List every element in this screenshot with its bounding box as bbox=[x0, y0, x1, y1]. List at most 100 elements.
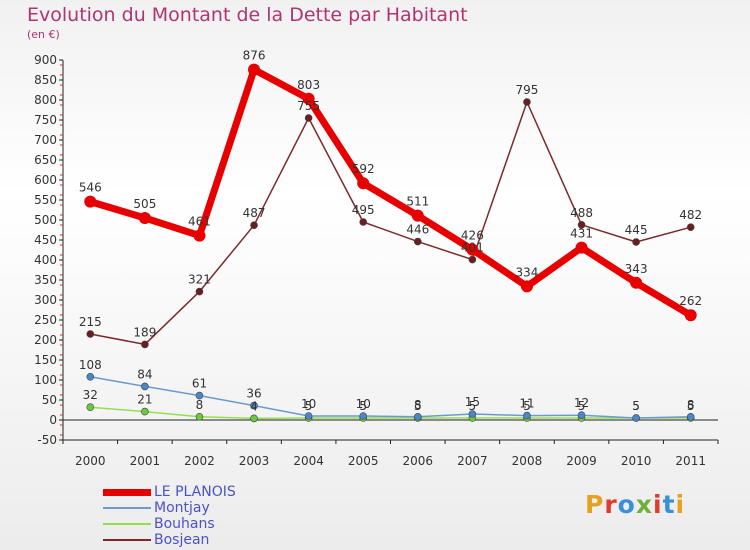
x-tick-label: 2001 bbox=[130, 454, 161, 468]
x-tick-label: 2009 bbox=[566, 454, 597, 468]
data-point bbox=[359, 412, 368, 420]
data-label: 5 bbox=[359, 399, 367, 413]
series-line-0 bbox=[86, 66, 695, 319]
data-label: 5 bbox=[578, 399, 586, 413]
y-tick-label: 200 bbox=[34, 333, 57, 347]
data-point bbox=[248, 63, 261, 76]
data-label: 21 bbox=[137, 393, 152, 407]
data-label: 5 bbox=[632, 399, 640, 413]
data-label: 876 bbox=[243, 49, 266, 63]
data-label: 495 bbox=[352, 203, 375, 217]
data-point bbox=[250, 414, 258, 423]
data-point bbox=[630, 276, 643, 289]
data-label: 8 bbox=[196, 398, 204, 412]
legend-label: Bouhans bbox=[154, 516, 215, 532]
legend-swatch bbox=[103, 507, 151, 509]
data-label: 446 bbox=[406, 223, 429, 237]
y-tick-label: 250 bbox=[34, 313, 57, 327]
data-label: 321 bbox=[188, 273, 211, 287]
series-line-3 bbox=[89, 101, 692, 346]
data-point bbox=[86, 403, 95, 412]
data-label: 505 bbox=[133, 197, 156, 211]
data-point bbox=[250, 401, 258, 410]
data-point bbox=[195, 287, 204, 296]
data-label: 592 bbox=[352, 162, 375, 176]
data-label: 755 bbox=[297, 99, 320, 113]
y-tick-label: 100 bbox=[34, 373, 57, 387]
logo-letter: r bbox=[604, 490, 618, 519]
chart-title: Evolution du Montant de la Dette par Hab… bbox=[27, 4, 468, 26]
logo-letter: i bbox=[653, 490, 663, 519]
data-label: 10 bbox=[356, 397, 371, 411]
data-label: 511 bbox=[406, 195, 429, 209]
data-label: 5 bbox=[523, 399, 531, 413]
y-tick-label: 350 bbox=[34, 273, 57, 287]
data-label: 334 bbox=[516, 265, 539, 279]
y-tick-label: 650 bbox=[34, 153, 57, 167]
data-point bbox=[86, 372, 95, 381]
data-label: 215 bbox=[79, 315, 102, 329]
x-tick-label: 2008 bbox=[512, 454, 543, 468]
legend-swatch bbox=[103, 488, 151, 496]
data-label: 487 bbox=[243, 206, 266, 220]
x-tick-label: 2007 bbox=[457, 454, 488, 468]
data-label: 84 bbox=[137, 367, 152, 381]
legend-item: LE PLANOIS bbox=[103, 484, 236, 500]
data-point bbox=[466, 243, 479, 256]
legend: LE PLANOIS Montjay Bouhans Bosjean bbox=[103, 484, 236, 548]
y-tick-label: 50 bbox=[42, 393, 57, 407]
data-label: 803 bbox=[297, 78, 320, 92]
logo-letter: t bbox=[662, 490, 676, 519]
data-label: 5 bbox=[632, 399, 640, 413]
y-tick-label: 300 bbox=[34, 293, 57, 307]
data-point bbox=[632, 414, 640, 422]
data-label: 401 bbox=[461, 241, 484, 255]
legend-swatch bbox=[103, 523, 151, 525]
legend-label: Bosjean bbox=[154, 532, 210, 548]
data-point bbox=[193, 229, 206, 242]
logo-letter: i bbox=[675, 490, 686, 519]
proxiti-logo: Proxiti bbox=[585, 490, 685, 519]
legend-item: Montjay bbox=[103, 500, 236, 516]
data-point bbox=[413, 412, 422, 421]
x-tick-label: 2006 bbox=[403, 454, 434, 468]
data-label: 5 bbox=[305, 399, 313, 413]
y-tick-label: 750 bbox=[34, 113, 57, 127]
data-label: 795 bbox=[516, 83, 539, 97]
data-label: 5 bbox=[414, 399, 422, 413]
x-tick-label: 2000 bbox=[75, 454, 106, 468]
y-tick-label: 150 bbox=[34, 353, 57, 367]
y-tick-label: -50 bbox=[37, 433, 57, 447]
legend-swatch bbox=[103, 539, 151, 541]
y-tick-label: 700 bbox=[34, 133, 57, 147]
series-line-2 bbox=[89, 406, 692, 420]
y-tick-label: 400 bbox=[34, 253, 57, 267]
data-label: 461 bbox=[188, 215, 211, 229]
y-tick-label: 450 bbox=[34, 233, 57, 247]
x-tick-label: 2004 bbox=[293, 454, 324, 468]
x-tick-label: 2005 bbox=[348, 454, 379, 468]
data-label: 189 bbox=[133, 325, 156, 339]
data-label: 482 bbox=[679, 208, 702, 222]
data-point bbox=[523, 411, 531, 420]
data-label: 5 bbox=[469, 399, 477, 413]
data-label: 445 bbox=[625, 223, 648, 237]
y-tick-label: 0 bbox=[49, 413, 57, 427]
y-tick-label: 550 bbox=[34, 193, 57, 207]
data-point bbox=[523, 98, 531, 106]
data-point bbox=[577, 221, 586, 229]
legend-label: LE PLANOIS bbox=[154, 484, 236, 500]
y-tick-label: 500 bbox=[34, 213, 57, 227]
data-point bbox=[468, 410, 477, 418]
series-line-1 bbox=[89, 376, 692, 419]
data-point bbox=[632, 238, 640, 246]
data-point bbox=[84, 195, 97, 208]
y-tick-label: 600 bbox=[34, 173, 57, 187]
data-label: 4 bbox=[250, 399, 258, 413]
data-point bbox=[684, 309, 697, 322]
data-label: 5 bbox=[687, 399, 695, 413]
legend-label: Montjay bbox=[154, 500, 210, 516]
y-tick-label: 900 bbox=[34, 53, 57, 67]
data-label: 546 bbox=[79, 181, 102, 195]
data-point bbox=[250, 221, 258, 229]
